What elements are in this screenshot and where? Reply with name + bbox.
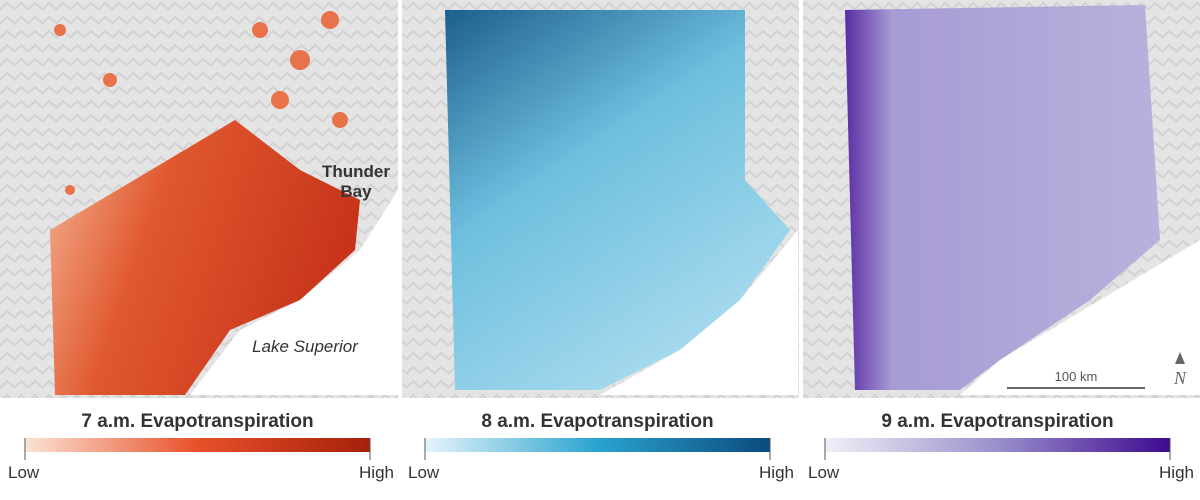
legends: 7 a.m. Evapotranspiration Low High 8 a.m. E… xyxy=(8,411,1194,482)
color-ramp xyxy=(25,438,370,452)
north-label: N xyxy=(1173,368,1187,388)
scale-label: 100 km xyxy=(1055,369,1098,384)
legend-title: 8 a.m. Evapotranspiration xyxy=(481,411,713,432)
legend-high: High xyxy=(759,463,794,482)
lake xyxy=(960,240,1200,395)
lake xyxy=(600,230,798,395)
lake-label: Lake Superior xyxy=(252,337,359,356)
map-panel xyxy=(402,0,799,398)
region xyxy=(445,10,790,390)
color-ramp xyxy=(425,438,770,452)
legend-low: Low xyxy=(408,463,440,482)
legend-low: Low xyxy=(808,463,840,482)
legend-high: High xyxy=(359,463,394,482)
legend-title: 7 a.m. Evapotranspiration xyxy=(81,411,313,432)
map-panel: 100 km N xyxy=(803,0,1200,398)
scatter-patches xyxy=(54,11,348,195)
lake xyxy=(190,190,398,395)
color-ramp xyxy=(825,438,1170,452)
legend-low: Low xyxy=(8,463,40,482)
region xyxy=(50,120,360,395)
legend-high: High xyxy=(1159,463,1194,482)
city-label: Thunder Bay xyxy=(322,162,390,201)
map-panel: Thunder Bay Lake Superior xyxy=(0,0,398,398)
region xyxy=(845,5,1160,390)
legend-title: 9 a.m. Evapotranspiration xyxy=(881,411,1113,432)
north-arrow xyxy=(1175,352,1185,364)
